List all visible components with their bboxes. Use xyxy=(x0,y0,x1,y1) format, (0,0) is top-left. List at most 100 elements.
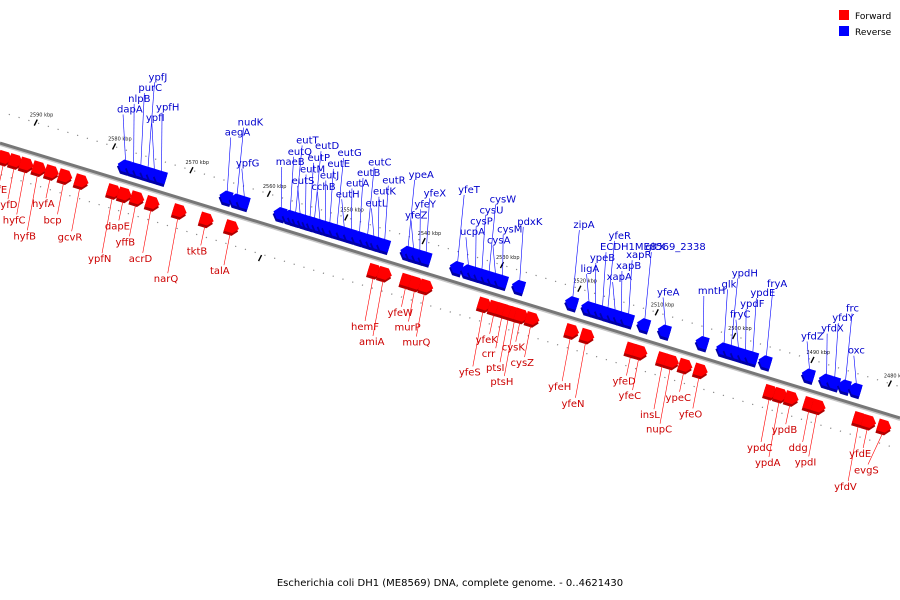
gene-arrow-forward[interactable] xyxy=(475,296,494,314)
gene-arrow-forward[interactable] xyxy=(0,149,14,168)
gene-eutr[interactable]: eutR xyxy=(374,176,406,256)
gene-ypde[interactable]: ypdE xyxy=(742,288,775,368)
gene-frya[interactable]: fryA xyxy=(756,279,787,372)
gene-arrow-forward[interactable] xyxy=(375,265,394,284)
gene-arrow-forward[interactable] xyxy=(523,310,542,329)
gene-gcvr[interactable]: gcvR xyxy=(58,173,91,243)
gene-cysz[interactable]: cysZ xyxy=(511,310,542,369)
gene-oxc[interactable]: oxc xyxy=(846,346,865,400)
gene-arrow-reverse[interactable] xyxy=(234,194,251,213)
gene-hyfc[interactable]: hyfC xyxy=(3,156,36,226)
gene-tala[interactable]: talA xyxy=(210,219,241,277)
gene-arrow-forward[interactable] xyxy=(197,211,216,229)
gene-xapr[interactable]: xapR xyxy=(618,250,652,330)
gene-arrow-forward[interactable] xyxy=(771,386,790,405)
gene-label: gltX xyxy=(645,242,665,253)
gene-arrow-forward[interactable] xyxy=(563,323,581,341)
gene-arrow-forward[interactable] xyxy=(782,390,801,408)
gene-narq[interactable]: narQ xyxy=(154,203,189,285)
gene-arrow-forward[interactable] xyxy=(6,153,25,171)
gene-arrow-reverse[interactable] xyxy=(618,312,636,330)
gene-yfes[interactable]: yfeS xyxy=(459,296,494,378)
gene-arrow-reverse[interactable] xyxy=(742,350,760,368)
gene-arrow-reverse[interactable] xyxy=(799,367,816,385)
gene-gltx[interactable]: gltX xyxy=(634,242,665,335)
gene-arrow-forward[interactable] xyxy=(143,194,162,213)
gene-arrow-forward[interactable] xyxy=(809,398,828,416)
gene-arrow-forward[interactable] xyxy=(691,362,710,380)
gene-arrow-forward[interactable] xyxy=(42,164,61,182)
gene-ypda[interactable]: ypdA xyxy=(755,386,790,469)
gene-arrow-forward[interactable] xyxy=(578,327,596,346)
gene-arrow-forward[interactable] xyxy=(860,413,878,432)
gene-hyfd[interactable]: hyfD xyxy=(0,153,25,211)
gene-yfex[interactable]: yfeX xyxy=(416,188,446,268)
gene-acrd[interactable]: acrD xyxy=(129,194,162,265)
gene-arrow-forward[interactable] xyxy=(17,156,36,174)
gene-ypec[interactable]: ypeC xyxy=(666,357,695,404)
gene-ypfg[interactable]: ypfG xyxy=(234,159,259,213)
gene-arrow-reverse[interactable] xyxy=(655,323,672,341)
gene-cysk[interactable]: cysK xyxy=(502,307,531,354)
gene-mnth[interactable]: mntH xyxy=(693,286,725,353)
gene-ypfn[interactable]: ypfN xyxy=(88,183,123,265)
gene-ypdb[interactable]: ypdB xyxy=(772,390,801,436)
gene-nupc[interactable]: nupC xyxy=(646,353,681,436)
gene-yfde[interactable]: yfdE xyxy=(849,413,878,460)
gene-arrow-reverse[interactable] xyxy=(756,354,773,372)
gene-ypdi[interactable]: ypdI xyxy=(795,398,828,468)
gene-arrow-forward[interactable] xyxy=(676,357,695,376)
gene-arrow-reverse[interactable] xyxy=(634,317,652,335)
gene-arrow-reverse[interactable] xyxy=(217,189,234,208)
gene-arrow-forward[interactable] xyxy=(512,307,531,326)
gene-arrow-forward[interactable] xyxy=(663,353,681,372)
gene-arrow-reverse[interactable] xyxy=(374,237,392,256)
gene-label: ptsI xyxy=(486,363,504,374)
gene-arrow-forward[interactable] xyxy=(875,418,893,437)
gene-arrow-forward[interactable] xyxy=(417,278,435,297)
gene-arrow-reverse[interactable] xyxy=(492,273,510,292)
gene-arrow-forward[interactable] xyxy=(170,203,189,221)
gene-yfdz[interactable]: yfdZ xyxy=(799,331,824,385)
gene-tktb[interactable]: tktB xyxy=(187,211,216,257)
gene-arrow-forward[interactable] xyxy=(128,190,146,208)
gene-aega[interactable]: aegA xyxy=(217,128,250,208)
gene-yfeh[interactable]: yfeH xyxy=(548,323,581,393)
gene-murq[interactable]: murQ xyxy=(402,278,435,349)
gene-arrow-forward[interactable] xyxy=(631,343,650,362)
gene-arrow-forward[interactable] xyxy=(72,173,91,191)
gene-arrow-forward[interactable] xyxy=(115,186,134,204)
gene-hyfe[interactable]: hyfE xyxy=(0,149,14,196)
gene-yfeo[interactable]: yfeO xyxy=(679,362,710,420)
gene-dape[interactable]: dapE xyxy=(105,186,134,232)
gene-arrow-forward[interactable] xyxy=(105,183,123,201)
gene-arrow-forward[interactable] xyxy=(222,219,241,237)
gene-arrow-reverse[interactable] xyxy=(562,295,580,313)
gene-label: ypeC xyxy=(666,393,691,404)
gene-arrow-reverse[interactable] xyxy=(693,334,710,353)
gene-label-leader xyxy=(71,188,80,232)
gene-pdxk[interactable]: pdxK xyxy=(509,217,543,297)
gene-label: nudK xyxy=(238,118,264,129)
gene-yffb[interactable]: yffB xyxy=(115,190,146,248)
gene-arrow-reverse[interactable] xyxy=(416,250,433,268)
gene-yfea[interactable]: yfeA xyxy=(655,287,680,341)
gene-evgs[interactable]: evgS xyxy=(854,418,893,477)
gene-amia[interactable]: amiA xyxy=(359,265,394,348)
gene-hyfb[interactable]: hyfB xyxy=(13,160,48,242)
gene-yfec[interactable]: yfeC xyxy=(619,343,650,402)
scale-tick-label: 2480 kbp xyxy=(884,374,900,380)
gene-yfen[interactable]: yfeN xyxy=(561,327,596,410)
gene-ypfh[interactable]: ypfH xyxy=(151,102,179,187)
gene-cysm[interactable]: cysM xyxy=(492,225,522,292)
gene-arrow-forward[interactable] xyxy=(56,168,74,186)
gene-arrow-reverse[interactable] xyxy=(509,278,527,297)
gene-zipa[interactable]: zipA xyxy=(562,220,595,313)
gene-bcp[interactable]: bcp xyxy=(43,168,74,226)
gene-arrow-forward[interactable] xyxy=(30,160,48,178)
gene-hyfa[interactable]: hyfA xyxy=(32,164,61,210)
gene-label: eutS xyxy=(292,176,315,187)
gene-arrow-reverse[interactable] xyxy=(846,381,863,400)
gene-arrow-reverse[interactable] xyxy=(151,169,168,187)
gene-label: ptsH xyxy=(490,377,513,388)
